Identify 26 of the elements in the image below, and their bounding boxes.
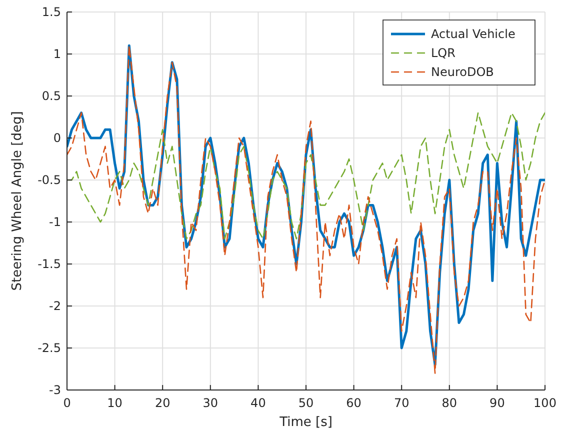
y-tick-label: -3 [49,383,61,398]
y-tick-label: 1 [53,47,61,62]
x-tick-label: 100 [534,396,556,410]
y-axis-title: Steering Wheel Angle [deg] [10,111,25,291]
x-tick-label: 70 [394,396,410,410]
y-tick-label: -1 [49,215,61,230]
y-tick-label: -0.5 [38,173,61,188]
legend-label: NeuroDOB [431,65,494,80]
x-tick-label: 20 [154,396,170,410]
x-axis-title: Time [s] [278,415,332,430]
x-tick-label: 0 [63,396,71,410]
y-tick-label: 0 [53,131,61,146]
x-tick-label: 40 [250,396,266,410]
x-tick-label: 10 [107,396,122,410]
x-tick-label: 30 [202,396,218,410]
y-tick-label: 0.5 [42,89,61,104]
x-tick-label: 60 [346,396,362,410]
y-tick-label: -2.5 [38,341,61,356]
legend-label: Actual Vehicle [431,27,516,42]
y-tick-label: -2 [49,299,61,314]
y-tick-label: 1.5 [42,5,61,20]
legend-label: LQR [431,46,456,60]
x-tick-label: 80 [442,396,458,410]
y-tick-label: -1.5 [38,257,61,272]
x-tick-label: 90 [490,396,505,410]
x-tick-label: 50 [298,396,314,410]
